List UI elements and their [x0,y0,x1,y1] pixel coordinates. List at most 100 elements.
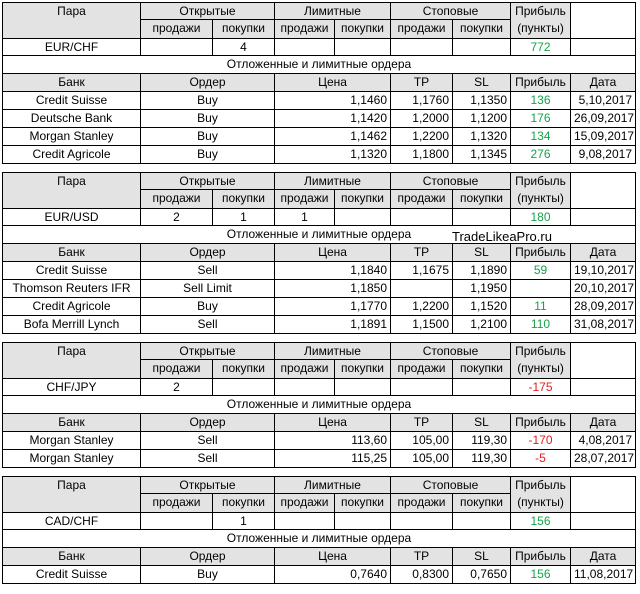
sheet-row: CHF/JPY 2 -175 [2,378,636,396]
section-gap [2,468,636,476]
order-date: 28,09,2017 [570,298,636,315]
buys-subheader: покупки [212,20,274,38]
bank-column-header: Банк [2,414,140,431]
order-sl: 1,1320 [452,128,510,145]
order-price: 115,25 [274,450,390,467]
pair-name: CAD/CHF [2,513,140,529]
order-sl: 1,1350 [452,92,510,109]
stop-header: Стоповые [390,173,510,190]
sheet-row: Банк Ордер Цена TP SL Прибыль Дата [2,548,636,566]
stop-header: Стоповые [390,3,510,20]
order-profit: 110 [510,316,570,333]
sheet-row: Банк Ордер Цена TP SL Прибыль Дата [2,74,636,92]
open-header: Открытые [140,343,274,360]
date-column-header: Дата [570,244,636,261]
order-profit: 59 [510,262,570,279]
open-sells-count: 2 [140,379,212,395]
open-sells-count [140,513,212,529]
empty-cell [570,173,636,190]
order-profit: -170 [510,432,570,449]
stop-header: Стоповые [390,477,510,494]
order-profit: 156 [510,566,570,583]
order-profit: 176 [510,110,570,127]
order-sl: 1,1890 [452,262,510,279]
empty-cell [570,494,636,512]
sells-subheader: продажи [140,20,212,38]
order-profit [510,280,570,297]
profit-header: Прибыль [510,173,570,190]
limit-sells-count: 1 [274,209,334,225]
sells-subheader: продажи [274,494,334,512]
orders-title: Отложенные и лимитные ордера [2,56,636,73]
stop-sells-count [390,379,452,395]
order-order: Sell [140,316,274,333]
pair-profit: 180 [510,209,570,225]
buys-subheader: покупки [452,360,510,378]
order-sl: 119,30 [452,432,510,449]
order-profit: 276 [510,146,570,163]
limit-sells-count [274,379,334,395]
order-price: 1,1840 [274,262,390,279]
sl-column-header: SL [452,74,510,91]
order-column-header: Ордер [140,74,274,91]
order-price: 1,1770 [274,298,390,315]
table-row: Bofa Merrill Lynch Sell 1,1891 1,1500 1,2100… [2,316,636,334]
empty-cell [2,360,140,378]
empty-cell [570,20,636,38]
open-header: Открытые [140,3,274,20]
open-buys-count [212,379,274,395]
limit-header: Лимитные [274,477,390,494]
orders-title: Отложенные и лимитные ордера [2,530,636,547]
price-column-header: Цена [274,74,390,91]
orders-title: Отложенные и лимитные ордера [2,226,636,243]
buys-subheader: покупки [452,20,510,38]
open-buys-count: 1 [212,209,274,225]
order-date: 20,10,2017 [570,280,636,297]
order-order: Buy [140,146,274,163]
buys-subheader: покупки [334,360,390,378]
table-row: Deutsche Bank Buy 1,1420 1,2000 1,1200 176 26,… [2,110,636,128]
sells-subheader: продажи [390,190,452,208]
order-tp: 1,2200 [390,128,452,145]
orders-spreadsheet: Пара Открытые Лимитные Стоповые Прибыль прода… [2,2,636,584]
pair-header: Пара [2,3,140,20]
table-row: Credit Agricole Buy 1,1320 1,1800 1,1345 276 9… [2,146,636,164]
tp-column-header: TP [390,74,452,91]
order-order: Sell [140,450,274,467]
points-subheader: (пункты) [510,360,570,378]
sells-subheader: продажи [140,190,212,208]
sheet-row: Отложенные и лимитные ордера [2,530,636,548]
stop-sells-count [390,39,452,55]
profit-column-header: Прибыль [510,244,570,261]
empty-cell [570,343,636,360]
sheet-row: Банк Ордер Цена TP SL Прибыль Дата [2,244,636,262]
order-price: 1,1320 [274,146,390,163]
order-tp: 105,00 [390,450,452,467]
buys-subheader: покупки [334,20,390,38]
sells-subheader: продажи [390,20,452,38]
limit-buys-count [334,209,390,225]
pair-name: EUR/USD [2,209,140,225]
sheet-row: Пара Открытые Лимитные Стоповые Прибыль [2,476,636,494]
order-bank: Morgan Stanley [2,450,140,467]
sl-column-header: SL [452,414,510,431]
limit-sells-count [274,513,334,529]
open-header: Открытые [140,477,274,494]
sells-subheader: продажи [140,360,212,378]
sheet-row: Банк Ордер Цена TP SL Прибыль Дата [2,414,636,432]
order-bank: Morgan Stanley [2,128,140,145]
order-sl: 1,1200 [452,110,510,127]
order-price: 1,1420 [274,110,390,127]
open-buys-count: 1 [212,513,274,529]
order-date: 9,08,2017 [570,146,636,163]
stop-sells-count [390,209,452,225]
order-date: 31,08,2017 [570,316,636,333]
pair-header: Пара [2,343,140,360]
buys-subheader: покупки [452,190,510,208]
order-sl: 119,30 [452,450,510,467]
pair-header: Пара [2,477,140,494]
order-order: Buy [140,110,274,127]
table-row: Morgan Stanley Buy 1,1462 1,2200 1,1320 134 15… [2,128,636,146]
order-bank: Credit Suisse [2,262,140,279]
table-row: Credit Suisse Buy 0,7640 0,8300 0,7650 156 11,… [2,566,636,584]
